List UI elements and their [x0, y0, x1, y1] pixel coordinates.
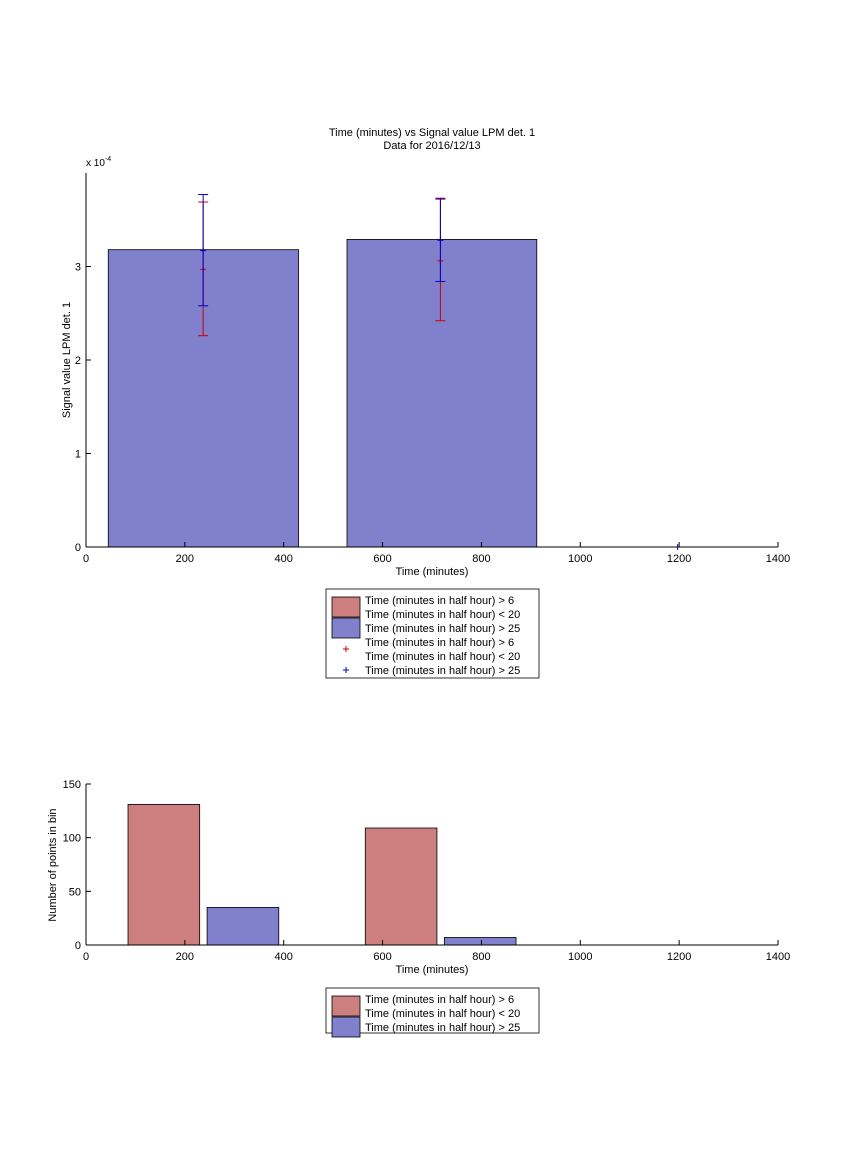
bar [346, 238, 538, 548]
y-tick-label: 3 [75, 262, 81, 274]
y-tick-label: 100 [63, 833, 81, 845]
legend-label: Time (minutes in half hour) > 25 [365, 1022, 520, 1034]
legend-label: Time (minutes in half hour) > 25 [365, 665, 520, 677]
legend-swatch [331, 617, 361, 639]
y-exponent-power: -4 [105, 156, 111, 163]
x-axis-label: Time (minutes) [396, 964, 469, 976]
x-tick-label: 600 [373, 553, 391, 565]
legend-box [325, 987, 540, 1034]
x-tick-label: 1400 [766, 951, 790, 963]
bar [206, 907, 280, 946]
legend-label: Time (minutes in half hour) > 6 [365, 595, 514, 607]
y-tick-label: 0 [75, 940, 81, 952]
bar [364, 827, 438, 946]
x-tick-label: 0 [83, 951, 89, 963]
count-chart: 0 200 400 600 800 1000 1200 1400 0 50 100 150 Time … [47, 779, 791, 1038]
legend-swatch [331, 596, 361, 618]
y-exponent-label: x 10-4 [86, 156, 111, 169]
bar [127, 803, 201, 946]
count-legend: Time (minutes in half hour) > 6 Time (min… [325, 987, 540, 1038]
chart-title: Time (minutes) vs Signal value LPM det. … [329, 127, 535, 139]
x-tick-label: 1200 [667, 553, 691, 565]
x-tick-label: 400 [275, 951, 293, 963]
x-tick-label: 0 [83, 553, 89, 565]
legend-label: Time (minutes in half hour) < 20 [365, 1008, 520, 1020]
x-tick-label: 600 [373, 951, 391, 963]
legend-label: Time (minutes in half hour) > 6 [365, 637, 514, 649]
y-tick-label: 150 [63, 779, 81, 791]
legend-label: Time (minutes in half hour) > 6 [365, 994, 514, 1006]
x-tick-label: 800 [472, 951, 490, 963]
signal-plot-area: 0 200 400 600 800 1000 1200 1400 0 1 2 3 [75, 173, 790, 565]
legend-box [325, 588, 540, 679]
y-axis-label: Signal value LPM det. 1 [61, 302, 73, 418]
error-bar [435, 197, 446, 282]
bar [443, 937, 517, 946]
x-tick-label: 400 [275, 553, 293, 565]
error-bar [198, 194, 209, 307]
legend-swatch [331, 1016, 361, 1038]
x-tick-label: 1000 [568, 553, 592, 565]
y-tick-label: 2 [75, 355, 81, 367]
x-tick-label: 200 [176, 951, 194, 963]
y-exponent-base: x 10 [86, 158, 105, 169]
chart-subtitle: Data for 2016/12/13 [383, 140, 480, 152]
signal-legend: Time (minutes in half hour) > 6 Time (min… [325, 588, 540, 679]
count-plot-area: 0 200 400 600 800 1000 1200 1400 0 50 100 150 [63, 779, 791, 963]
x-axis-label: Time (minutes) [396, 566, 469, 578]
y-tick-label: 0 [75, 542, 81, 554]
x-tick-label: 800 [472, 553, 490, 565]
y-axis-label: Number of points in bin [47, 808, 59, 921]
legend-label: Time (minutes in half hour) > 25 [365, 623, 520, 635]
signal-chart: Time (minutes) vs Signal value LPM det. … [61, 127, 790, 679]
x-tick-label: 1000 [568, 951, 592, 963]
x-tick-label: 200 [176, 553, 194, 565]
x-tick-label: 1200 [667, 951, 691, 963]
y-tick-label: 1 [75, 449, 81, 461]
y-tick-label: 50 [69, 886, 81, 898]
legend-label: Time (minutes in half hour) < 20 [365, 651, 520, 663]
x-tick-label: 1400 [766, 553, 790, 565]
legend-label: Time (minutes in half hour) < 20 [365, 609, 520, 621]
legend-swatch [331, 995, 361, 1017]
